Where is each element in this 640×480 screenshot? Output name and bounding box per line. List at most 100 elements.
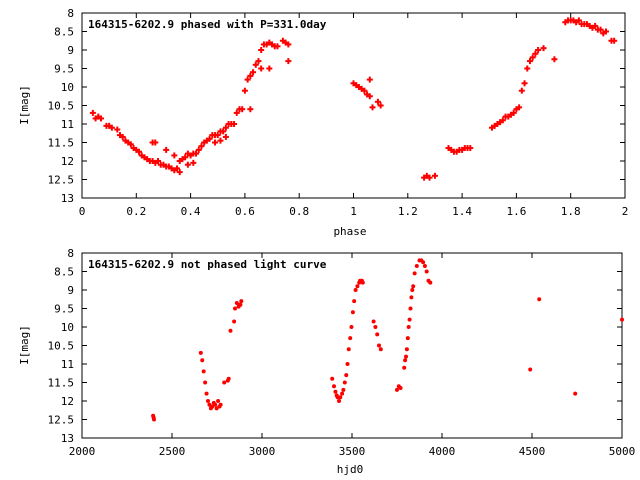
- x-tick-label: 4500: [519, 445, 546, 458]
- data-point: [345, 362, 350, 366]
- data-point: [526, 58, 533, 65]
- data-point: [428, 280, 433, 285]
- data-point: [152, 417, 156, 422]
- data-point: [537, 297, 542, 302]
- y-tick-label: 8.5: [54, 26, 74, 39]
- y-tick-label: 8: [67, 247, 74, 260]
- y-tick-label: 8.5: [54, 266, 74, 279]
- data-point: [337, 399, 342, 403]
- data-point: [529, 54, 536, 61]
- data-point: [190, 159, 197, 166]
- data-point: [404, 354, 408, 359]
- data-point: [373, 325, 378, 329]
- data-point: [404, 347, 409, 352]
- data-point: [499, 117, 506, 124]
- y-axis-title: I[mag]: [18, 325, 31, 365]
- data-point: [228, 328, 233, 333]
- x-tick-label: 4000: [429, 445, 456, 458]
- data-point: [217, 137, 224, 144]
- data-point: [155, 158, 162, 164]
- x-tick-label: 1.2: [398, 205, 418, 218]
- x-tick-label: 0.4: [181, 205, 201, 218]
- data-point: [424, 269, 429, 274]
- x-tick-label: 1.8: [561, 205, 581, 218]
- data-point: [207, 402, 212, 407]
- data-point: [360, 280, 365, 285]
- data-point: [233, 306, 237, 311]
- x-axis-title: phase: [333, 225, 366, 238]
- y-tick-label: 10.5: [48, 100, 75, 113]
- data-point: [355, 284, 360, 289]
- data-point: [266, 65, 273, 72]
- data-point: [108, 124, 115, 131]
- data-point: [241, 87, 248, 94]
- plot-frame: [81, 252, 623, 439]
- y-tick-label: 12.5: [48, 174, 75, 187]
- data-point: [407, 317, 412, 322]
- data-point: [244, 76, 251, 83]
- data-point: [233, 109, 240, 116]
- data-point: [341, 387, 346, 392]
- x-tick-label: 0.6: [235, 205, 255, 218]
- data-point: [203, 380, 208, 385]
- data-point: [222, 133, 229, 140]
- data-point: [210, 404, 215, 409]
- data-point: [238, 302, 243, 307]
- data-point: [532, 50, 539, 57]
- x-tick-label: 1.6: [506, 205, 526, 218]
- y-tick-label: 11.5: [48, 377, 75, 390]
- y-tick-label: 9.5: [54, 303, 74, 316]
- y-tick-label: 12: [61, 395, 74, 408]
- data-point: [611, 37, 618, 44]
- data-point: [510, 109, 517, 116]
- data-point: [222, 380, 227, 385]
- x-tick-label: 3500: [339, 445, 366, 458]
- data-point: [258, 65, 265, 72]
- y-tick-label: 12.5: [48, 414, 75, 427]
- data-point: [174, 165, 181, 172]
- data-point: [127, 141, 134, 148]
- data-point: [521, 80, 528, 87]
- data-point: [352, 299, 357, 304]
- y-tick-label: 11: [61, 358, 74, 371]
- data-point: [350, 310, 355, 315]
- data-point: [250, 69, 257, 76]
- x-tick-label: 0: [79, 205, 86, 218]
- data-point: [431, 172, 438, 179]
- data-point: [255, 58, 262, 65]
- chart-title: 164315-6202.9 not phased light curve: [88, 258, 327, 271]
- data-point: [252, 61, 259, 68]
- data-point: [198, 143, 205, 150]
- data-point: [366, 76, 373, 83]
- data-point: [403, 358, 408, 363]
- x-tick-label: 1.4: [452, 205, 472, 218]
- x-tick-label: 3000: [249, 445, 276, 458]
- x-axis-title: hjd0: [337, 463, 364, 476]
- y-tick-label: 9.5: [54, 63, 74, 76]
- data-point: [410, 288, 415, 292]
- data-point: [516, 104, 523, 111]
- data-point: [377, 343, 381, 348]
- data-point: [602, 28, 609, 35]
- data-point: [184, 161, 191, 168]
- data-point: [89, 109, 96, 116]
- data-point: [193, 150, 200, 157]
- data-point: [239, 106, 246, 113]
- data-point: [369, 104, 376, 111]
- data-point: [274, 43, 281, 50]
- data-point: [405, 336, 410, 341]
- phased-light-curve-chart: 164315-6202.9 phased with P=331.0day pha…: [18, 7, 628, 238]
- data-point: [201, 369, 206, 374]
- data-point: [353, 288, 358, 292]
- data-point: [213, 402, 218, 407]
- data-point: [206, 399, 210, 403]
- data-point: [524, 65, 531, 72]
- data-point: [402, 365, 407, 370]
- data-point: [214, 132, 221, 139]
- data-point: [395, 387, 399, 392]
- data-point: [176, 169, 183, 176]
- data-point: [535, 47, 542, 53]
- y-tick-label: 13: [61, 432, 74, 445]
- data-point: [421, 260, 426, 265]
- data-point: [349, 325, 354, 329]
